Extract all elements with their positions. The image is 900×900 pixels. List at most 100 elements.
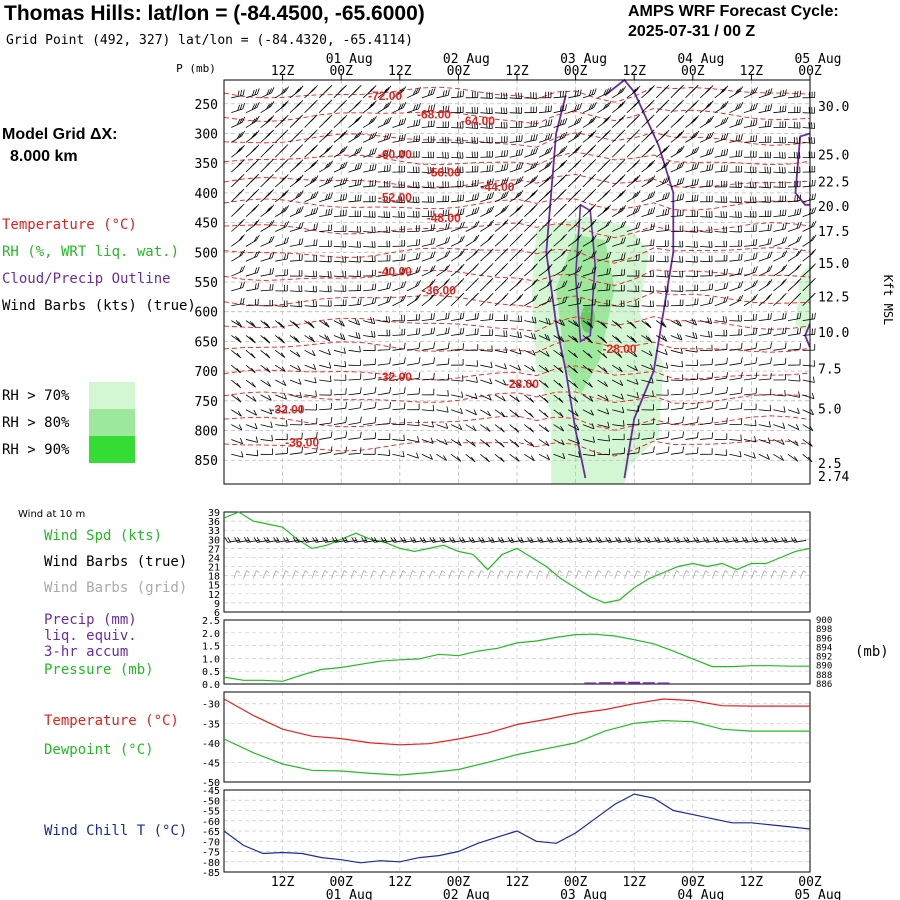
wind-barb-staff [319,422,332,425]
wind-barb-grid-feather [324,570,328,573]
wind-barb-feather [675,319,680,326]
wind-barb-feather [295,208,299,215]
wind-barb-feather [433,120,435,127]
wind-barb-feather [533,120,535,127]
wind-barb-feather [694,115,699,121]
wind-barb-staff [392,259,405,262]
temperature-contour [223,338,811,354]
wind-barb-staff [729,300,741,307]
wind-barb-grid-feather [666,570,670,573]
wind-barb-feather [635,222,638,229]
pressure-axis-title: P (mb) [176,62,216,75]
wind-barb-staff [743,108,756,114]
wind-barb-feather [238,321,242,327]
wind-barb [700,358,713,366]
wind-barb-feather [650,207,653,214]
wind-barb [319,240,332,247]
wind-barb-staff [773,439,785,445]
wind-barb [773,105,787,114]
legend-rh90-swatch [89,436,135,463]
wind-barb-feather [767,224,770,231]
wind-barb-feather [784,209,787,216]
wind-barb-feather [285,220,290,227]
wind-barb-feather [313,223,316,230]
wind-barb-feather [501,264,507,270]
wind-barb-staff [377,170,390,173]
wind-barb [509,379,521,387]
wind-barb [626,206,641,218]
wind-barb-staff [612,226,624,232]
wind-barb-feather [711,163,714,170]
wind-barb-feather [279,147,285,153]
wind-barb-feather [696,298,699,305]
wind-barb [304,207,319,218]
wind-barb-staff [392,155,405,158]
pressure-tick-label: 500 [195,246,218,261]
wind-barb-feather [586,336,591,342]
wind-barb-feather [755,119,758,126]
wind-barb [377,196,391,203]
wind-barb-feather [266,537,271,543]
wind-barb-staff [407,201,420,204]
wind-barb-feather [398,196,400,203]
wind-barb-feather [384,149,386,157]
wind-barb [451,151,464,159]
wind-barb [377,240,391,248]
wind-barb-feather [325,193,328,200]
wind-barb-feather [271,235,275,242]
wind-barb-staff [407,319,420,322]
wind-barb [407,252,421,262]
wind-barb-feather [646,133,651,138]
wind-barb-staff [392,216,405,219]
wind-barb-staff [436,228,449,232]
wind-barb-grid-staff [321,570,326,579]
wind-barb-feather [782,422,786,429]
wind-barb-staff [289,394,302,399]
wind-barb-staff [275,424,288,427]
wind-barb-feather [710,331,713,338]
wind-barb-feather [271,434,273,442]
wind-barb-grid-feather [705,570,709,573]
wind-barb-feather [608,235,612,242]
wind-barb-feather [310,193,314,200]
wind-barb [685,270,698,277]
wind-barb-staff [377,423,390,425]
wind-barb-feather [564,131,568,138]
wind-barb-staff [611,350,623,358]
wind-barb [348,416,362,425]
wind-barb [377,282,392,292]
wind-barb-feather [452,537,456,543]
wind-barb-feather [647,336,652,343]
wind-barb-grid-staff [409,570,413,579]
wind-barb-feather [242,103,245,109]
wind-barb-feather [500,411,506,417]
wind-barb-staff [582,379,593,388]
wind-barb-feather [530,149,533,156]
wind-barb-staff [421,186,434,189]
wind-barb [231,188,245,203]
wind-barb-feather [461,537,466,543]
wind-barb-staff [700,289,713,292]
wind-barb-feather [235,207,241,213]
wind-barb [758,372,772,381]
wind-barb [494,439,505,448]
wind-barb-staff [480,379,492,385]
wind-barb-feather [401,254,403,261]
wind-barb [289,378,302,385]
wind-barb-staff [802,379,815,383]
wind-barb-staff [247,539,260,543]
wind-barb-feather [644,537,649,543]
wind-barb-grid-feather [578,570,582,573]
wind-barb-feather [389,372,392,379]
wind-barb-staff [289,438,302,440]
wind-barb [670,285,684,292]
wind-barb [773,389,786,397]
wind-barb-staff [553,320,565,327]
wind-barb-feather [356,241,359,248]
wind-barb-feather [675,133,681,139]
wind-barb-feather [254,103,258,109]
wind-barb-feather [682,446,684,453]
wind-barb-staff [509,335,522,339]
wind-barb-staff [275,226,287,232]
wind-barb-feather [459,208,462,215]
